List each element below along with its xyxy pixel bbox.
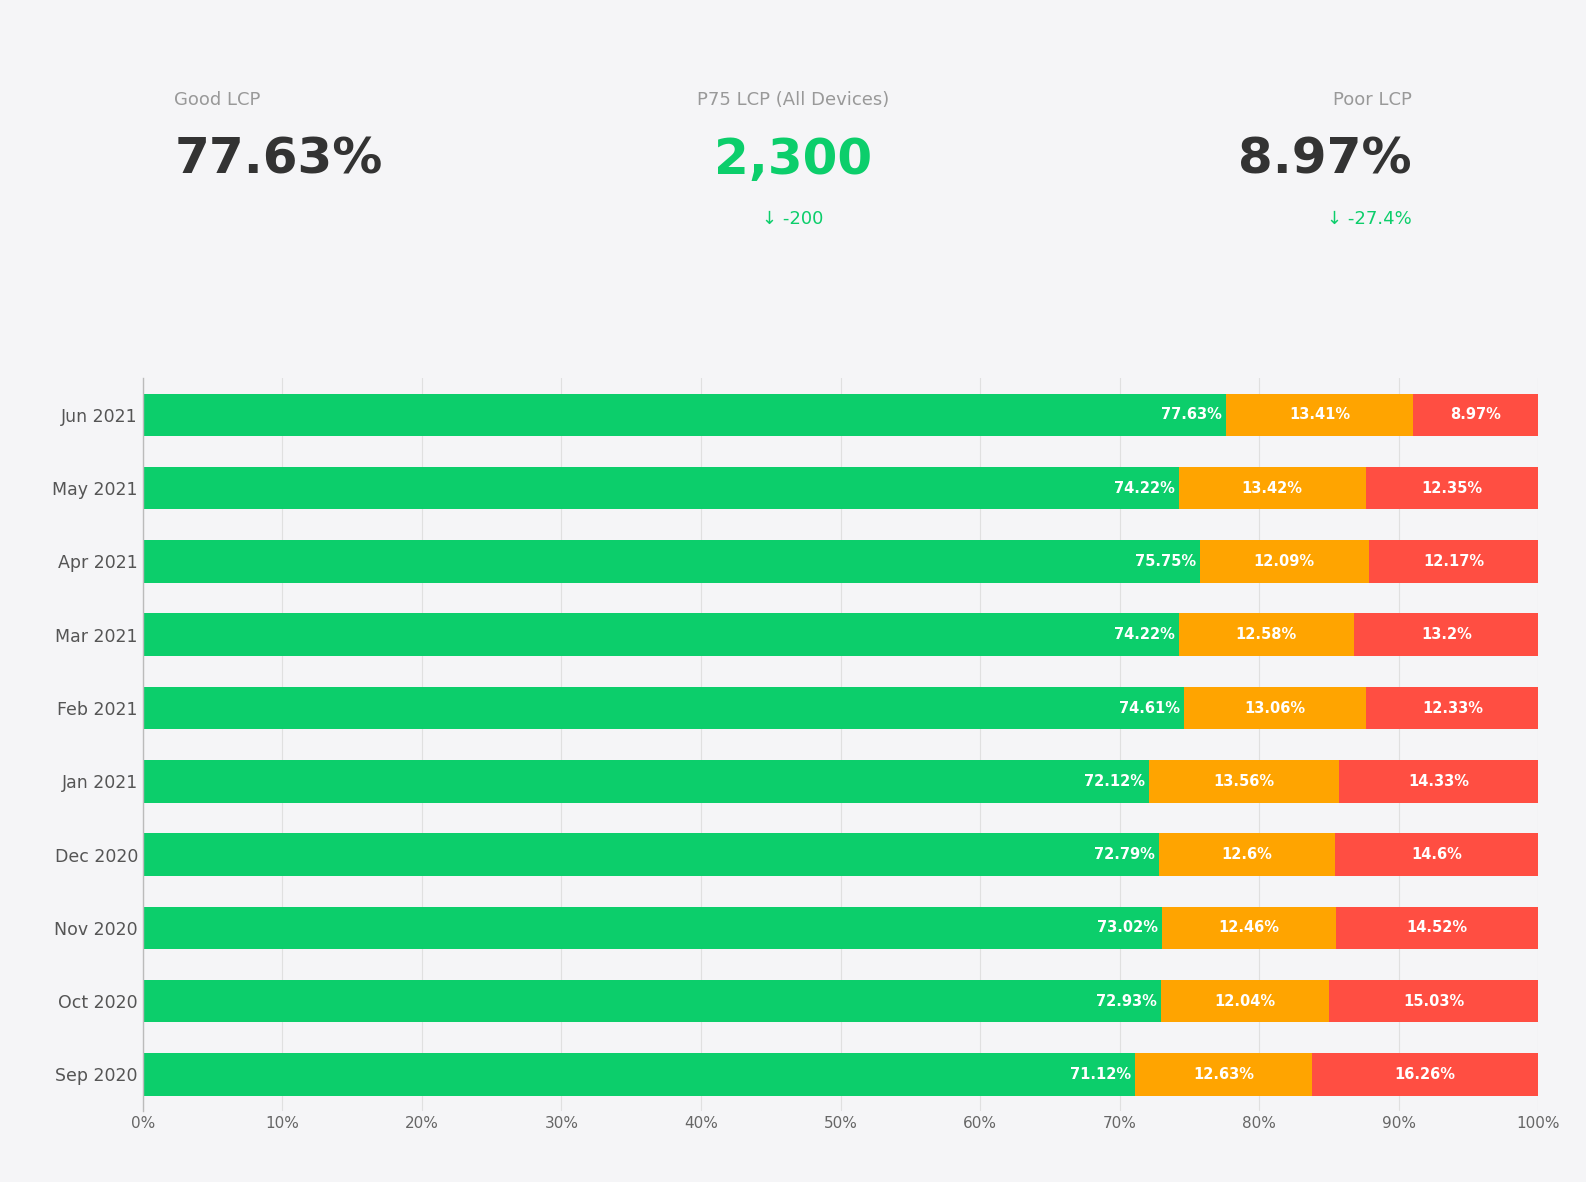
Bar: [143, 980, 1161, 1022]
Text: 73.02%: 73.02%: [1096, 921, 1158, 935]
Text: 8.97%: 8.97%: [1451, 408, 1502, 422]
Bar: [1226, 394, 1413, 436]
Text: 14.52%: 14.52%: [1407, 921, 1467, 935]
Text: 12.33%: 12.33%: [1423, 701, 1483, 715]
Bar: [1413, 394, 1538, 436]
Text: 16.26%: 16.26%: [1394, 1067, 1456, 1082]
Bar: [143, 907, 1163, 949]
Bar: [1161, 980, 1329, 1022]
Text: 13.42%: 13.42%: [1242, 481, 1302, 495]
Bar: [1201, 540, 1369, 583]
Text: Good LCP: Good LCP: [174, 91, 260, 110]
Text: 15.03%: 15.03%: [1404, 994, 1464, 1008]
Text: 72.12%: 72.12%: [1085, 774, 1145, 788]
Bar: [1159, 833, 1334, 876]
Bar: [143, 467, 1178, 509]
Text: 74.22%: 74.22%: [1113, 481, 1174, 495]
Bar: [143, 833, 1159, 876]
Bar: [143, 760, 1150, 803]
Bar: [143, 613, 1178, 656]
Bar: [143, 1053, 1136, 1096]
Bar: [1178, 467, 1366, 509]
Bar: [1150, 760, 1339, 803]
Bar: [1354, 613, 1538, 656]
Text: 77.63%: 77.63%: [1161, 408, 1223, 422]
Bar: [1163, 907, 1335, 949]
Bar: [1178, 613, 1354, 656]
Text: 13.41%: 13.41%: [1289, 408, 1350, 422]
Text: 12.63%: 12.63%: [1193, 1067, 1255, 1082]
Text: 72.93%: 72.93%: [1096, 994, 1156, 1008]
Text: 74.61%: 74.61%: [1118, 701, 1180, 715]
Text: ↓ -200: ↓ -200: [763, 209, 823, 228]
Bar: [143, 687, 1185, 729]
Text: P75 LCP (All Devices): P75 LCP (All Devices): [696, 91, 890, 110]
Bar: [1312, 1053, 1538, 1096]
Text: 12.09%: 12.09%: [1255, 554, 1315, 569]
Bar: [1335, 907, 1538, 949]
Text: 12.35%: 12.35%: [1421, 481, 1483, 495]
Text: 71.12%: 71.12%: [1071, 1067, 1131, 1082]
Bar: [1334, 833, 1538, 876]
Bar: [1369, 540, 1538, 583]
Bar: [1136, 1053, 1312, 1096]
Text: 75.75%: 75.75%: [1134, 554, 1196, 569]
Text: 12.58%: 12.58%: [1235, 628, 1297, 642]
Bar: [1329, 980, 1538, 1022]
Text: 2,300: 2,300: [714, 136, 872, 183]
Text: 12.17%: 12.17%: [1423, 554, 1484, 569]
Bar: [1185, 687, 1366, 729]
Bar: [1366, 467, 1538, 509]
Bar: [1366, 687, 1538, 729]
Text: Poor LCP: Poor LCP: [1332, 91, 1412, 110]
Text: 13.56%: 13.56%: [1213, 774, 1275, 788]
Text: 8.97%: 8.97%: [1239, 136, 1412, 183]
Bar: [1339, 760, 1538, 803]
Text: 72.79%: 72.79%: [1094, 847, 1155, 862]
Text: 12.6%: 12.6%: [1221, 847, 1272, 862]
Bar: [143, 540, 1201, 583]
Text: 12.04%: 12.04%: [1213, 994, 1275, 1008]
Text: 14.33%: 14.33%: [1408, 774, 1469, 788]
Text: 13.06%: 13.06%: [1245, 701, 1305, 715]
Text: 74.22%: 74.22%: [1113, 628, 1174, 642]
Text: ↓ -27.4%: ↓ -27.4%: [1327, 209, 1412, 228]
Text: 14.6%: 14.6%: [1412, 847, 1462, 862]
Bar: [143, 394, 1226, 436]
Text: 12.46%: 12.46%: [1218, 921, 1280, 935]
Text: 77.63%: 77.63%: [174, 136, 382, 183]
Text: 13.2%: 13.2%: [1421, 628, 1472, 642]
